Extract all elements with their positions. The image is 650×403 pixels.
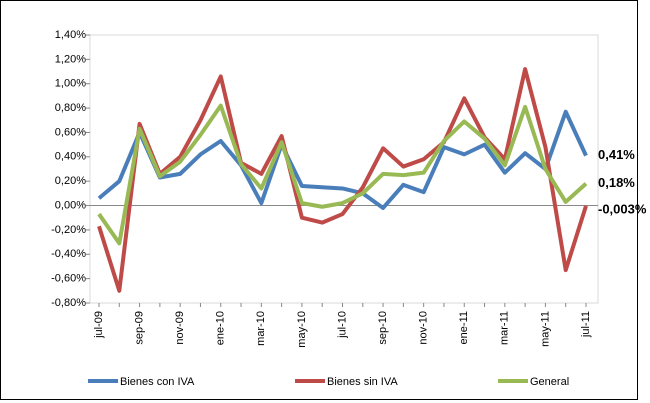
y-tick-label: 0,40% bbox=[55, 151, 86, 163]
x-tick-label: sep-09 bbox=[133, 311, 145, 345]
y-tick-label: 0,00% bbox=[55, 199, 86, 211]
legend-label: Bienes con IVA bbox=[120, 376, 195, 388]
series-line bbox=[97, 103, 588, 246]
y-tick-label: 0,80% bbox=[55, 102, 86, 114]
series-line bbox=[97, 109, 588, 210]
x-tick-label: jul-11 bbox=[580, 311, 592, 338]
x-tick-label: jul-10 bbox=[336, 311, 348, 339]
y-tick-label: -0,20% bbox=[51, 224, 86, 236]
data-label: 0,41% bbox=[598, 147, 635, 162]
chart-border bbox=[0, 0, 638, 400]
legend-label: General bbox=[530, 376, 569, 388]
y-tick-label: -0,80% bbox=[51, 297, 86, 309]
data-label: -0,003% bbox=[598, 201, 647, 216]
y-tick-label: 1,40% bbox=[55, 29, 86, 41]
x-tick-label: may-11 bbox=[539, 311, 551, 347]
y-tick-label: 0,60% bbox=[55, 126, 86, 138]
y-tick-label: 1,20% bbox=[55, 53, 86, 65]
y-tick-label: -0,40% bbox=[51, 248, 86, 260]
x-tick-label: ene-10 bbox=[215, 311, 227, 345]
y-tick-label: 0,20% bbox=[55, 175, 86, 187]
legend-label: Bienes sin IVA bbox=[327, 376, 398, 388]
plot-area bbox=[89, 34, 599, 304]
x-tick-label: jul-09 bbox=[93, 311, 105, 339]
y-tick-label: -0,60% bbox=[51, 273, 86, 285]
y-tick-label: 1,00% bbox=[55, 78, 86, 90]
x-tick-label: nov-10 bbox=[418, 311, 430, 345]
data-label: 0,18% bbox=[598, 175, 635, 190]
x-tick-label: mar-11 bbox=[499, 311, 511, 345]
x-tick-label: nov-09 bbox=[174, 311, 186, 345]
x-tick-label: sep-10 bbox=[377, 311, 389, 345]
x-tick-label: ene-11 bbox=[458, 311, 470, 344]
x-tick-label: mar-10 bbox=[255, 311, 267, 346]
x-tick-label: may-10 bbox=[296, 311, 308, 348]
